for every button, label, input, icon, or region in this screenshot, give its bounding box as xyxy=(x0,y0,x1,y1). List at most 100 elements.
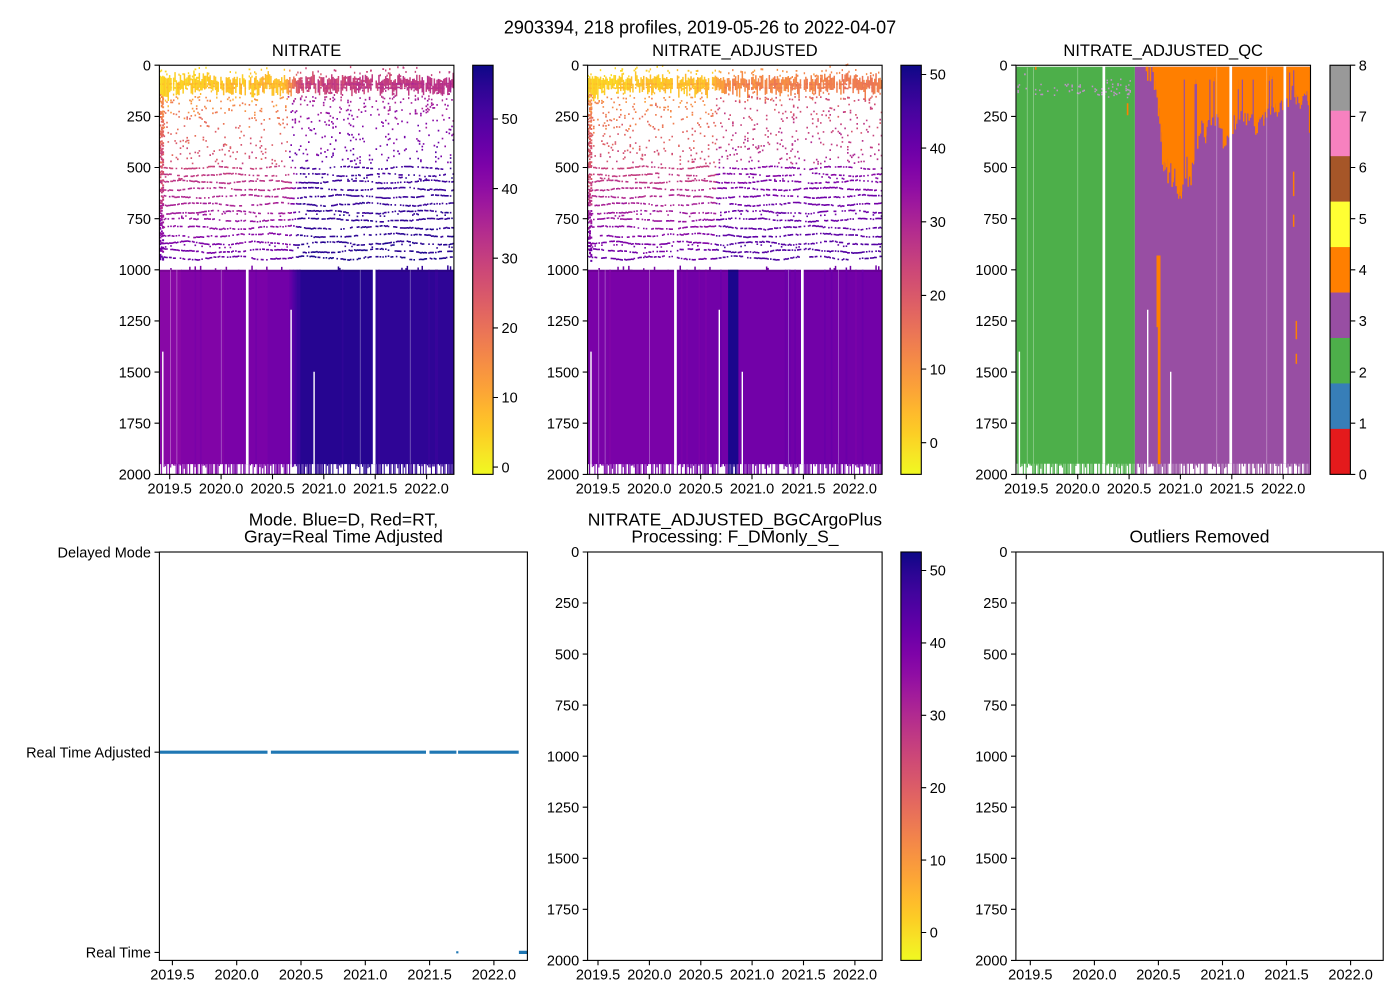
svg-text:1000: 1000 xyxy=(547,263,579,279)
svg-text:1750: 1750 xyxy=(119,416,151,432)
svg-text:30: 30 xyxy=(930,709,946,725)
svg-text:5: 5 xyxy=(1359,212,1367,228)
svg-text:500: 500 xyxy=(983,161,1007,177)
svg-text:1500: 1500 xyxy=(547,852,579,868)
svg-text:8: 8 xyxy=(1359,59,1367,75)
svg-text:Real Time: Real Time xyxy=(86,946,151,962)
svg-text:6: 6 xyxy=(1359,161,1367,177)
svg-text:0: 0 xyxy=(1359,468,1367,484)
svg-text:10: 10 xyxy=(930,853,946,869)
svg-text:2020.0: 2020.0 xyxy=(627,482,671,498)
svg-text:250: 250 xyxy=(983,596,1007,612)
svg-text:0: 0 xyxy=(930,436,938,452)
svg-text:2021.5: 2021.5 xyxy=(781,968,825,984)
svg-text:2020.5: 2020.5 xyxy=(679,482,723,498)
svg-text:2: 2 xyxy=(1359,365,1367,381)
svg-text:250: 250 xyxy=(983,110,1007,126)
svg-text:2020.0: 2020.0 xyxy=(199,482,243,498)
svg-text:1500: 1500 xyxy=(975,365,1007,381)
svg-text:2019.5: 2019.5 xyxy=(1004,482,1048,498)
svg-text:0: 0 xyxy=(502,460,510,476)
svg-text:1000: 1000 xyxy=(547,749,579,765)
svg-text:1250: 1250 xyxy=(547,314,579,330)
svg-text:50: 50 xyxy=(930,68,946,84)
svg-text:750: 750 xyxy=(983,698,1007,714)
svg-text:Mode. Blue=D, Red=RT,: Mode. Blue=D, Red=RT, xyxy=(249,510,438,530)
svg-text:2021.5: 2021.5 xyxy=(1264,968,1308,984)
svg-text:250: 250 xyxy=(555,110,579,126)
svg-text:2019.5: 2019.5 xyxy=(150,968,194,984)
svg-text:NITRATE_ADJUSTED_BGCArgoPlus: NITRATE_ADJUSTED_BGCArgoPlus xyxy=(588,510,883,531)
svg-text:2021.5: 2021.5 xyxy=(407,968,451,984)
svg-text:Real Time Adjusted: Real Time Adjusted xyxy=(26,745,151,761)
svg-text:40: 40 xyxy=(930,636,946,652)
svg-text:2022.0: 2022.0 xyxy=(1328,968,1372,984)
svg-text:2020.5: 2020.5 xyxy=(1136,968,1180,984)
svg-text:2020.5: 2020.5 xyxy=(250,482,294,498)
svg-text:1500: 1500 xyxy=(975,852,1007,868)
svg-text:750: 750 xyxy=(555,698,579,714)
svg-text:40: 40 xyxy=(502,182,518,198)
svg-text:2022.0: 2022.0 xyxy=(833,968,877,984)
svg-text:7: 7 xyxy=(1359,110,1367,126)
svg-text:500: 500 xyxy=(555,161,579,177)
svg-text:2019.5: 2019.5 xyxy=(148,482,192,498)
svg-text:2021.0: 2021.0 xyxy=(343,968,387,984)
svg-text:0: 0 xyxy=(930,926,938,942)
svg-text:2020.0: 2020.0 xyxy=(1072,968,1116,984)
svg-text:Outliers Removed: Outliers Removed xyxy=(1129,527,1269,547)
svg-text:2000: 2000 xyxy=(547,468,579,484)
svg-text:2021.0: 2021.0 xyxy=(1200,968,1244,984)
svg-text:4: 4 xyxy=(1359,263,1367,279)
svg-text:0: 0 xyxy=(571,545,579,561)
svg-text:2020.0: 2020.0 xyxy=(215,968,259,984)
svg-text:NITRATE: NITRATE xyxy=(272,42,341,60)
svg-text:2000: 2000 xyxy=(119,468,151,484)
svg-text:10: 10 xyxy=(930,362,946,378)
svg-text:Gray=Real Time Adjusted: Gray=Real Time Adjusted xyxy=(244,527,443,547)
svg-text:10: 10 xyxy=(502,391,518,407)
svg-text:2021.5: 2021.5 xyxy=(781,482,825,498)
svg-text:750: 750 xyxy=(555,212,579,228)
svg-text:2021.5: 2021.5 xyxy=(1210,482,1254,498)
svg-text:1000: 1000 xyxy=(975,263,1007,279)
svg-text:2019.5: 2019.5 xyxy=(576,968,620,984)
svg-text:1500: 1500 xyxy=(547,365,579,381)
svg-text:2000: 2000 xyxy=(547,954,579,970)
svg-text:0: 0 xyxy=(999,545,1007,561)
svg-text:250: 250 xyxy=(555,596,579,612)
svg-text:1750: 1750 xyxy=(975,903,1007,919)
svg-text:0: 0 xyxy=(1000,59,1008,75)
svg-text:2020.5: 2020.5 xyxy=(1107,482,1151,498)
svg-text:1000: 1000 xyxy=(975,749,1007,765)
svg-text:30: 30 xyxy=(502,251,518,267)
svg-text:Processing: F_DMonly_S_: Processing: F_DMonly_S_ xyxy=(631,527,838,548)
svg-text:1250: 1250 xyxy=(547,801,579,817)
svg-text:500: 500 xyxy=(127,161,151,177)
svg-text:2021.0: 2021.0 xyxy=(302,482,346,498)
svg-text:2020.0: 2020.0 xyxy=(1056,482,1100,498)
svg-text:2020.5: 2020.5 xyxy=(279,968,323,984)
svg-text:1000: 1000 xyxy=(119,263,151,279)
svg-text:2021.0: 2021.0 xyxy=(1158,482,1202,498)
svg-text:2000: 2000 xyxy=(975,468,1007,484)
svg-text:250: 250 xyxy=(127,110,151,126)
svg-text:20: 20 xyxy=(930,781,946,797)
svg-text:30: 30 xyxy=(930,215,946,231)
svg-text:500: 500 xyxy=(555,647,579,663)
svg-text:Delayed Mode: Delayed Mode xyxy=(58,545,152,561)
svg-text:2021.5: 2021.5 xyxy=(353,482,397,498)
svg-text:3: 3 xyxy=(1359,314,1367,330)
svg-text:2022.0: 2022.0 xyxy=(1261,482,1305,498)
svg-text:40: 40 xyxy=(930,141,946,157)
svg-text:500: 500 xyxy=(983,647,1007,663)
svg-text:2022.0: 2022.0 xyxy=(833,482,877,498)
svg-text:0: 0 xyxy=(571,59,579,75)
svg-text:1250: 1250 xyxy=(975,801,1007,817)
svg-text:0: 0 xyxy=(143,59,151,75)
svg-text:NITRATE_ADJUSTED: NITRATE_ADJUSTED xyxy=(652,42,818,60)
svg-text:50: 50 xyxy=(502,112,518,128)
svg-text:750: 750 xyxy=(127,212,151,228)
svg-text:20: 20 xyxy=(502,321,518,337)
svg-text:2021.0: 2021.0 xyxy=(730,482,774,498)
